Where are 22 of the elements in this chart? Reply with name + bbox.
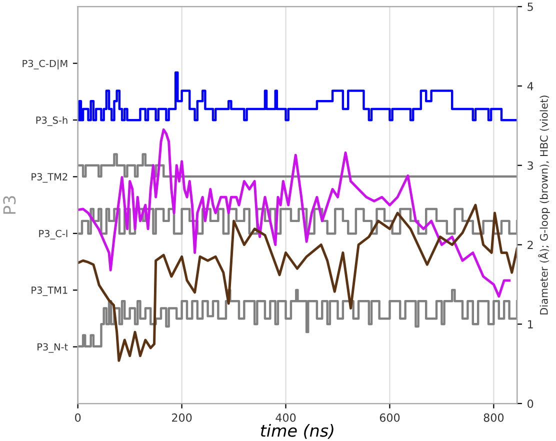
x-axis-title: time (ns) xyxy=(260,424,334,439)
line-series xyxy=(78,128,511,298)
text: P3_C-D|M xyxy=(22,60,68,70)
line-series xyxy=(78,204,518,362)
text: P3_N-t xyxy=(38,343,68,353)
x-tick-label: 200 xyxy=(172,413,192,422)
text: P3_S-h xyxy=(36,116,68,126)
text: P3_TM2 xyxy=(32,173,68,183)
x-tick-label: 800 xyxy=(484,413,504,422)
text: P3_C-l xyxy=(39,230,68,240)
y2-tick-label: 2 xyxy=(528,240,533,249)
y2-tick-label: 4 xyxy=(527,82,534,90)
y2-tick-label: 5 xyxy=(528,2,533,11)
x-tick-label: 0 xyxy=(75,413,81,422)
y2-tick-label: 0 xyxy=(528,399,534,408)
text: P3_TM1 xyxy=(32,286,68,296)
y2-tick-label: 3 xyxy=(528,161,533,170)
x-tick-label: 400 xyxy=(276,413,296,422)
y2-axis-title: Diameter (Å); G-loop (brown), HBC (violet) xyxy=(538,96,550,314)
y2-tick-label: 1 xyxy=(528,320,533,328)
y-axis-title: P3 xyxy=(3,196,16,214)
x-tick-label: 600 xyxy=(380,413,400,422)
